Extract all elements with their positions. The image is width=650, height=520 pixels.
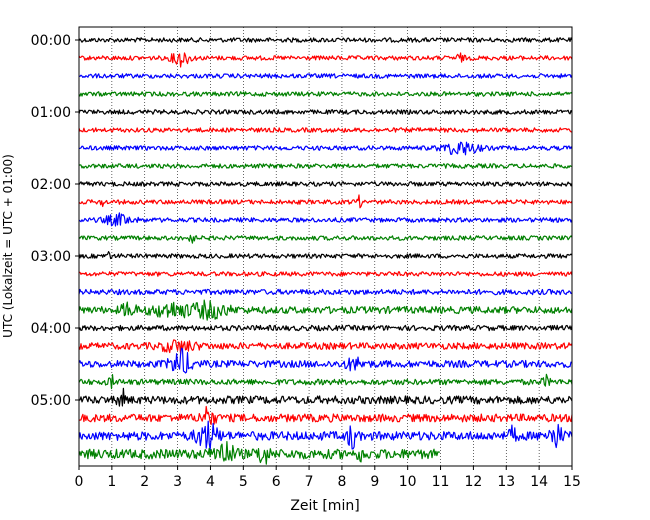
plot-frame bbox=[78, 26, 573, 467]
trace-0300 bbox=[78, 251, 573, 260]
trace-0045 bbox=[78, 91, 573, 97]
y-axis-label: UTC (Lokalzeit = UTC + 01:00) bbox=[1, 154, 15, 338]
y-tick-label-1: 01:00 bbox=[31, 105, 71, 121]
x-tick-label-14: 14 bbox=[530, 474, 548, 490]
y-axis-ticks: 00:00 01:00 02:00 03:00 04:00 05:00 bbox=[31, 33, 79, 409]
trace-0000 bbox=[78, 37, 573, 43]
y-tick-label-5: 05:00 bbox=[31, 393, 71, 409]
trace-0115 bbox=[78, 127, 573, 133]
x-tick-label-1: 1 bbox=[107, 474, 116, 490]
plot-background bbox=[79, 27, 572, 466]
x-tick-label-5: 5 bbox=[239, 474, 248, 490]
x-tick-label-7: 7 bbox=[305, 474, 314, 490]
trace-0100 bbox=[78, 109, 573, 115]
x-tick-label-2: 2 bbox=[140, 474, 149, 490]
trace-0345 bbox=[78, 299, 573, 321]
y-tick-label-4: 04:00 bbox=[31, 321, 71, 337]
trace-0415 bbox=[78, 339, 573, 355]
trace-0330 bbox=[78, 288, 573, 296]
trace-0015 bbox=[78, 52, 573, 68]
trace-0030 bbox=[78, 73, 573, 79]
x-tick-label-4: 4 bbox=[206, 474, 215, 490]
trace-0445 bbox=[78, 373, 573, 390]
trace-0130 bbox=[78, 141, 573, 156]
trace-0215 bbox=[78, 194, 573, 209]
trace-0500 bbox=[78, 387, 573, 407]
trace-0515 bbox=[79, 405, 573, 426]
x-axis-ticks: 0 1 2 3 4 5 6 7 8 9 10 11 12 13 14 15 bbox=[75, 466, 581, 490]
x-tick-label-11: 11 bbox=[432, 474, 450, 490]
x-tick-label-8: 8 bbox=[337, 474, 346, 490]
trace-0200 bbox=[78, 181, 573, 187]
trace-0430 bbox=[78, 347, 573, 374]
seismic-traces bbox=[78, 37, 573, 465]
x-axis-label: Zeit [min] bbox=[290, 498, 359, 514]
trace-0230 bbox=[78, 212, 573, 227]
trace-0245 bbox=[78, 234, 573, 244]
trace-0315 bbox=[78, 271, 573, 277]
y-tick-label-3: 03:00 bbox=[31, 249, 71, 265]
trace-0400 bbox=[78, 324, 573, 332]
x-tick-label-9: 9 bbox=[370, 474, 379, 490]
x-tick-label-15: 15 bbox=[563, 474, 581, 490]
trace-0145 bbox=[78, 163, 573, 169]
trace-0530 bbox=[78, 420, 573, 451]
x-tick-label-0: 0 bbox=[75, 474, 84, 490]
x-tick-label-3: 3 bbox=[173, 474, 182, 490]
x-tick-label-10: 10 bbox=[399, 474, 417, 490]
trace-0545 bbox=[78, 441, 441, 465]
x-tick-label-13: 13 bbox=[497, 474, 515, 490]
x-tick-label-6: 6 bbox=[272, 474, 281, 490]
y-tick-label-0: 00:00 bbox=[31, 33, 71, 49]
x-tick-label-12: 12 bbox=[464, 474, 482, 490]
y-tick-label-2: 02:00 bbox=[31, 177, 71, 193]
grid-lines bbox=[111, 27, 540, 466]
